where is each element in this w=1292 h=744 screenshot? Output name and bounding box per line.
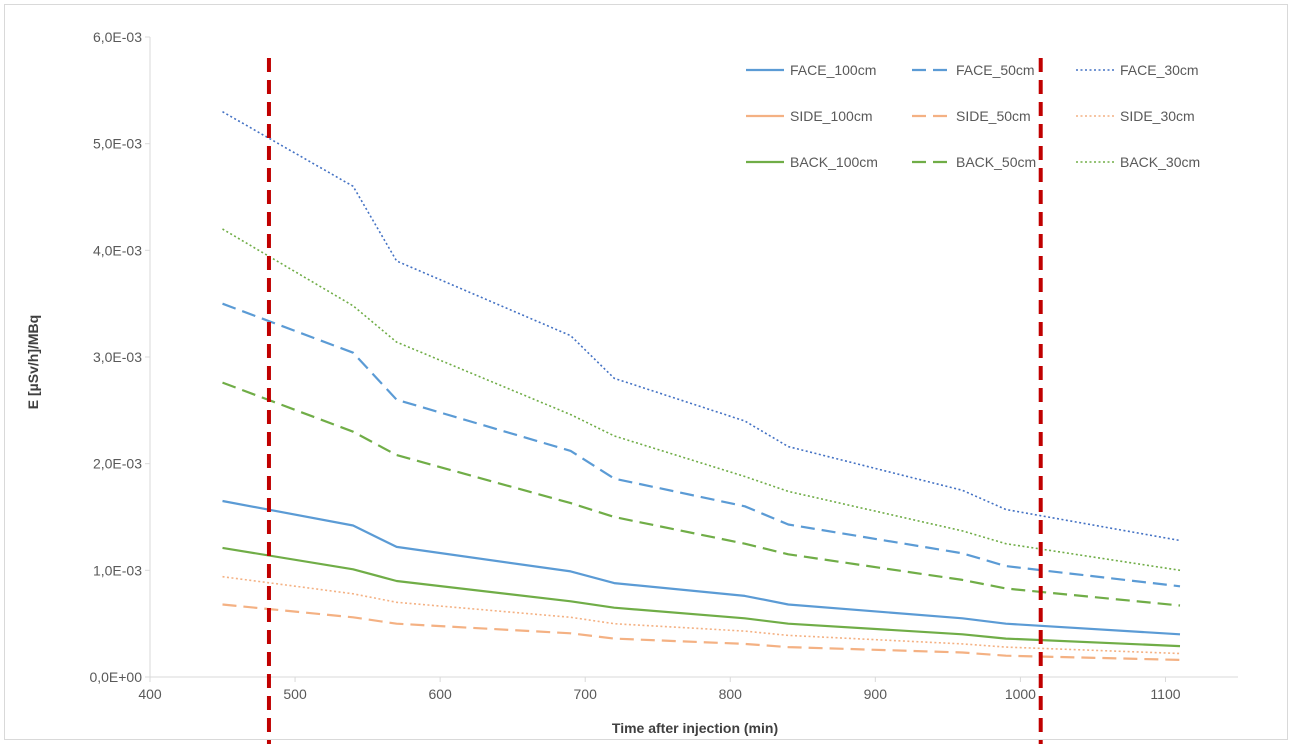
legend-label: SIDE_50cm	[956, 108, 1031, 124]
x-tick-label: 600	[428, 686, 452, 702]
y-tick-label: 3,0E-03	[93, 349, 142, 365]
x-tick-label: 400	[138, 686, 162, 702]
x-tick-label: 1000	[1005, 686, 1036, 702]
series-line-side-30cm	[222, 575, 1181, 655]
y-axis-title: E [µSv/h]/MBq	[25, 315, 41, 409]
series-line-face-100cm	[222, 499, 1181, 636]
y-tick-label: 1,0E-03	[93, 562, 142, 578]
y-tick-label: 5,0E-03	[93, 136, 142, 152]
x-tick-label: 1100	[1150, 686, 1180, 702]
y-tick-label: 6,0E-03	[93, 29, 142, 45]
reference-lines	[266, 58, 1043, 744]
legend-label: FACE_30cm	[1120, 62, 1199, 78]
y-tick-label: 0,0E+00	[89, 669, 142, 685]
series-line-back-100cm	[222, 546, 1181, 648]
y-tick-labels: 0,0E+00 1,0E-03 2,0E-03 3,0E-03 4,0E-03 5,0E-…	[89, 29, 150, 685]
legend-label: BACK_100cm	[790, 154, 878, 170]
series-line-back-30cm	[222, 228, 1181, 572]
x-tick-label: 900	[864, 686, 888, 702]
legend: FACE_100cm FACE_50cm FACE_30cm SIDE_100cm SI…	[746, 62, 1200, 170]
x-tick-label: 800	[719, 686, 743, 702]
y-tick-label: 2,0E-03	[93, 456, 142, 472]
series-line-face-50cm	[222, 302, 1181, 588]
x-axis-title: Time after injection (min)	[612, 720, 778, 736]
series-line-side-50cm	[222, 603, 1181, 661]
legend-label: SIDE_100cm	[790, 108, 872, 124]
legend-label: BACK_50cm	[956, 154, 1036, 170]
x-tick-label: 500	[283, 686, 307, 702]
x-tick-label: 700	[574, 686, 598, 702]
legend-label: FACE_100cm	[790, 62, 876, 78]
legend-label: FACE_50cm	[956, 62, 1035, 78]
legend-label: SIDE_30cm	[1120, 108, 1195, 124]
x-tick-labels: 400 500 600 700 800 900 1000 1100	[138, 677, 1181, 702]
chart-frame	[4, 4, 1288, 740]
legend-label: BACK_30cm	[1120, 154, 1200, 170]
series-lines	[222, 111, 1181, 661]
series-line-face-30cm	[222, 111, 1181, 542]
y-tick-label: 4,0E-03	[93, 242, 142, 258]
